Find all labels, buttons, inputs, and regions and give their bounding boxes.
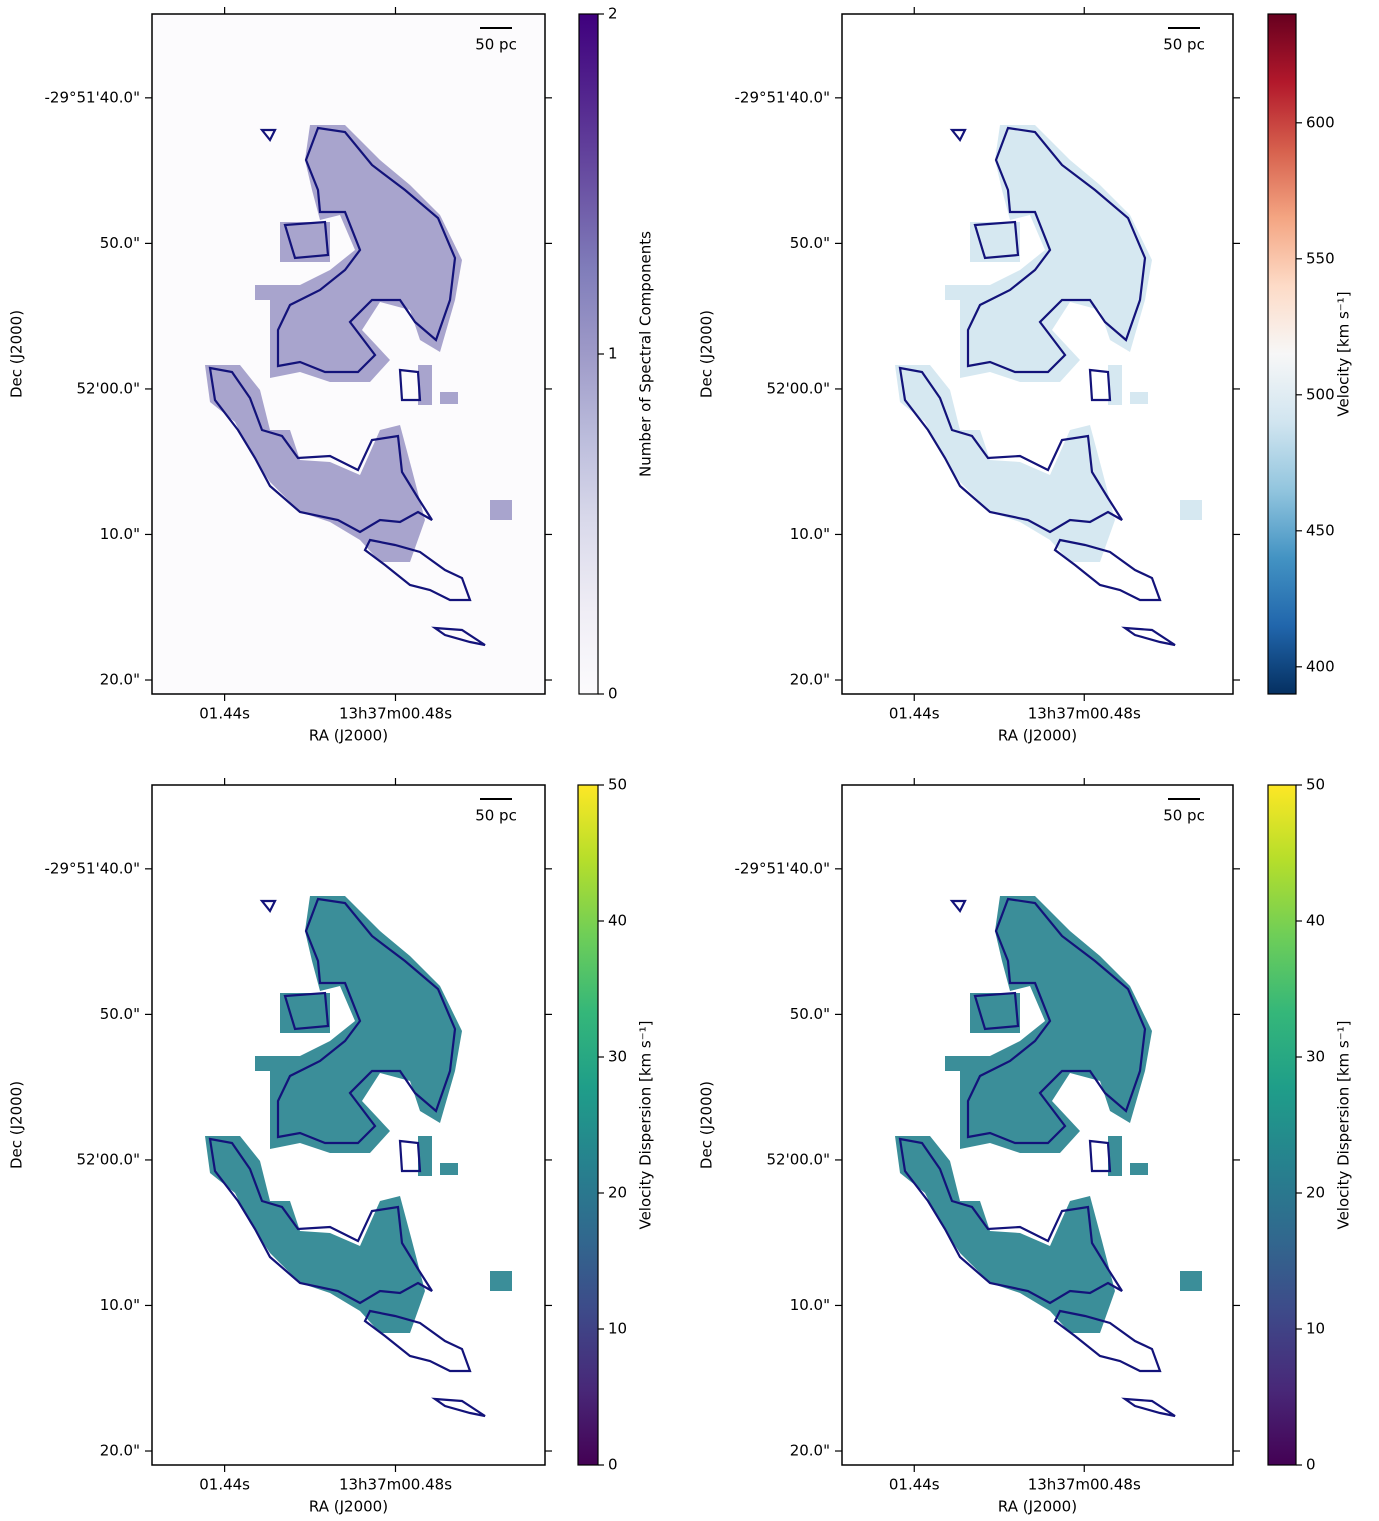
- colorbar-tick-label: 20: [1306, 1184, 1325, 1202]
- y-tick-label: -29°51'40.0": [44, 859, 140, 877]
- y-axis-label: Dec (J2000): [8, 1081, 26, 1169]
- x-axis-label: RA (J2000): [309, 727, 388, 745]
- colorbar-label: Velocity Dispersion [km s⁻¹]: [637, 1020, 655, 1229]
- x-tick-label: 13h37m00.48s: [1028, 705, 1141, 723]
- y-tick-label: 10.0": [100, 1296, 140, 1314]
- x-tick-label: 01.44s: [199, 705, 250, 723]
- y-axis-label: Dec (J2000): [698, 1081, 716, 1169]
- y-tick-label: 20.0": [100, 1442, 140, 1460]
- x-tick-label: 01.44s: [889, 1476, 940, 1494]
- colorbar: [1267, 13, 1297, 695]
- colorbar-tick-label: 0: [608, 685, 618, 703]
- colorbar-tick-label: 400: [1306, 657, 1335, 675]
- scale-bar-label: 50 pc: [1163, 36, 1205, 54]
- colorbar-tick-label: 1: [608, 345, 618, 363]
- axes-frame: [151, 784, 546, 1466]
- y-tick-label: 52'00.0": [76, 379, 140, 397]
- y-tick-label: 50.0": [100, 234, 140, 252]
- colorbar-tick-label: 10: [1306, 1320, 1325, 1338]
- colorbar-tick-label: 550: [1306, 249, 1335, 267]
- y-tick-label: 52'00.0": [76, 1150, 140, 1168]
- x-tick-label: 01.44s: [889, 705, 940, 723]
- colorbar-tick-label: 20: [608, 1184, 627, 1202]
- colorbar-tick-label: 600: [1306, 113, 1335, 131]
- colorbar-tick-label: 2: [608, 5, 618, 23]
- y-tick-label: -29°51'40.0": [734, 88, 830, 106]
- scale-bar-label: 50 pc: [475, 36, 517, 54]
- x-axis-label: RA (J2000): [998, 727, 1077, 745]
- colorbar-tick-label: 10: [608, 1320, 627, 1338]
- colorbar-tick-label: 30: [1306, 1048, 1325, 1066]
- colorbar-tick-label: 450: [1306, 521, 1335, 539]
- colorbar: [577, 784, 599, 1466]
- colorbar-tick-label: 0: [608, 1456, 618, 1474]
- y-tick-label: 50.0": [100, 1005, 140, 1023]
- colorbar-tick-label: 40: [1306, 912, 1325, 930]
- y-tick-label: 50.0": [790, 234, 830, 252]
- y-tick-label: 20.0": [100, 671, 140, 689]
- x-tick-label: 13h37m00.48s: [339, 705, 452, 723]
- y-tick-label: 10.0": [100, 525, 140, 543]
- y-tick-label: 20.0": [790, 671, 830, 689]
- scale-bar-label: 50 pc: [475, 807, 517, 825]
- x-axis-label: RA (J2000): [309, 1498, 388, 1516]
- colorbar-label: Velocity [km s⁻¹]: [1335, 291, 1353, 416]
- x-tick-label: 13h37m00.48s: [339, 1476, 452, 1494]
- x-tick-label: 01.44s: [199, 1476, 250, 1494]
- y-axis-label: Dec (J2000): [698, 310, 716, 398]
- x-axis-label: RA (J2000): [998, 1498, 1077, 1516]
- y-tick-label: 50.0": [790, 1005, 830, 1023]
- colorbar-tick-label: 30: [608, 1048, 627, 1066]
- axes-frame: [151, 13, 546, 695]
- colorbar-tick-label: 500: [1306, 385, 1335, 403]
- axes-frame: [841, 784, 1234, 1466]
- colorbar-label: Number of Spectral Components: [637, 231, 655, 477]
- colorbar: [578, 13, 599, 695]
- y-tick-label: 52'00.0": [766, 1150, 830, 1168]
- y-tick-label: -29°51'40.0": [734, 859, 830, 877]
- axes-frame: [841, 13, 1234, 695]
- y-tick-label: 10.0": [790, 1296, 830, 1314]
- colorbar-tick-label: 50: [608, 776, 627, 794]
- y-tick-label: -29°51'40.0": [44, 88, 140, 106]
- y-tick-label: 52'00.0": [766, 379, 830, 397]
- colorbar: [1267, 784, 1297, 1466]
- y-axis-label: Dec (J2000): [8, 310, 26, 398]
- colorbar-tick-label: 50: [1306, 776, 1325, 794]
- colorbar-label: Velocity Dispersion [km s⁻¹]: [1335, 1020, 1353, 1229]
- colorbar-tick-label: 0: [1306, 1456, 1316, 1474]
- y-tick-label: 10.0": [790, 525, 830, 543]
- colorbar-tick-label: 40: [608, 912, 627, 930]
- y-tick-label: 20.0": [790, 1442, 830, 1460]
- scale-bar-label: 50 pc: [1163, 807, 1205, 825]
- x-tick-label: 13h37m00.48s: [1028, 1476, 1141, 1494]
